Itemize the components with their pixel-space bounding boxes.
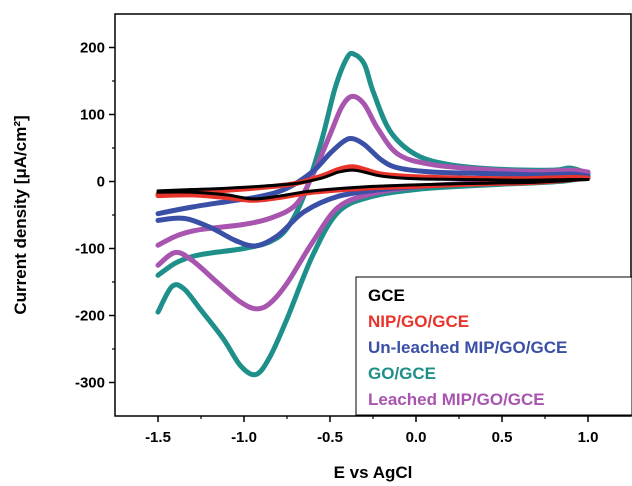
series-0 bbox=[156, 168, 590, 201]
series-line-forward bbox=[156, 168, 590, 193]
x-tick-label: 1.0 bbox=[578, 429, 599, 446]
y-tick-label: 0 bbox=[97, 174, 105, 191]
y-tick-label: -300 bbox=[75, 375, 105, 392]
ticks-layer: -1.5 -1.0 -0.5 0.0 0.5 1.0 -300 -200 -100 0 100 200 bbox=[75, 40, 598, 447]
x-tick-label: 0.5 bbox=[492, 429, 513, 446]
legend-entry: NIP/GO/GCE bbox=[368, 312, 469, 331]
legend-box bbox=[355, 276, 632, 416]
series-line-forward bbox=[155, 135, 591, 217]
legend-entry: Leached MIP/GO/GCE bbox=[368, 390, 545, 409]
y-axis-title: Current density [μA/cm²] bbox=[11, 115, 30, 314]
legend-entry: GCE bbox=[368, 286, 405, 305]
x-tick-label: -1.0 bbox=[231, 429, 257, 446]
y-tick-label: 200 bbox=[80, 40, 105, 57]
series-line-forward bbox=[155, 50, 591, 278]
x-tick-label: -1.5 bbox=[145, 429, 171, 446]
legend-entry: Un-leached MIP/GO/GCE bbox=[368, 338, 567, 357]
x-tick-label: 0.0 bbox=[406, 429, 427, 446]
legend-entry: GO/GCE bbox=[368, 364, 436, 383]
series-line-reverse bbox=[156, 178, 590, 201]
y-tick-label: -200 bbox=[75, 308, 105, 325]
series-layer bbox=[155, 50, 591, 378]
y-tick-label: 100 bbox=[80, 107, 105, 124]
y-tick-label: -100 bbox=[75, 241, 105, 258]
x-tick-label: -0.5 bbox=[317, 429, 343, 446]
legend: GCE NIP/GO/GCE Un-leached MIP/GO/GCE GO/GCE… bbox=[355, 276, 632, 416]
x-axis-title: E vs AgCl bbox=[334, 463, 413, 482]
